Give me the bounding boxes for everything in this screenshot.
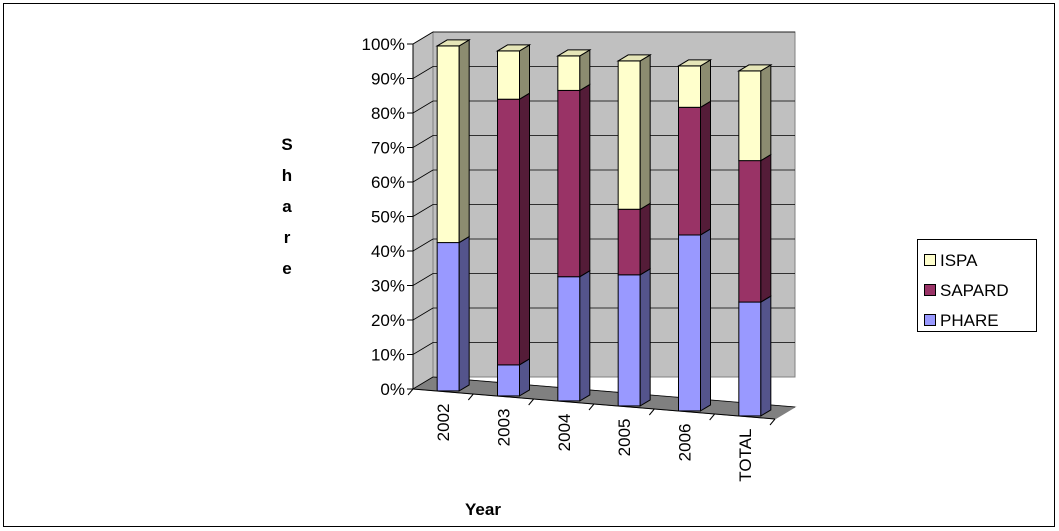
x-tick — [648, 408, 655, 416]
bar-ispa-2005 — [617, 60, 641, 210]
gridline-side — [412, 31, 434, 45]
bar-ispa-2004-side — [579, 49, 591, 92]
bar-phare-2004 — [557, 276, 581, 402]
bar-sapard-2006-side — [700, 100, 711, 236]
bar-phare-2005 — [617, 274, 641, 407]
bar-ispa-2006 — [678, 65, 701, 108]
bar-ispa-2004 — [557, 55, 581, 91]
gridlines — [412, 31, 796, 408]
bar-ispa-2006-side — [700, 59, 711, 109]
legend-swatch-phare — [924, 314, 936, 326]
y-tick-label: 50% — [371, 208, 405, 227]
bar-ispa-2002-side — [458, 39, 470, 244]
x-tick-label: 2004 — [555, 414, 574, 452]
legend: ISPA SAPARD PHARE — [917, 239, 1037, 332]
x-tick — [769, 418, 776, 426]
bar-sapard-2003 — [497, 98, 520, 366]
gridline-side — [412, 238, 434, 252]
bar-top-2004 — [556, 49, 592, 57]
legend-swatch-sapard — [924, 284, 936, 296]
y-tick-label: 80% — [371, 104, 405, 123]
x-tick — [709, 413, 716, 421]
bar-ispa-2003-side — [519, 44, 530, 101]
bar-sapard-total-side — [760, 153, 772, 303]
y-tick-label: 0% — [380, 380, 405, 399]
legend-label-ispa: ISPA — [940, 251, 978, 270]
x-axis: 2002 2003 2004 2005 2006 TOTAL — [407, 388, 776, 482]
bar-top-2003 — [495, 44, 532, 52]
x-tick — [528, 398, 535, 406]
y-tick-label: 90% — [371, 70, 405, 89]
x-tick — [588, 403, 595, 411]
gridline-side — [412, 307, 434, 321]
gridline-side — [412, 204, 434, 217]
bar-top-2005 — [616, 54, 652, 62]
legend-box — [917, 239, 1037, 332]
bar-ispa-2003 — [497, 50, 520, 100]
x-tick-label: TOTAL — [736, 429, 755, 482]
bar-phare-2002-side — [458, 235, 470, 392]
bar-ispa-2005-side — [639, 54, 651, 211]
bar-phare-2003 — [497, 364, 520, 397]
gridline-side — [412, 100, 434, 114]
bar-ispa-2002 — [436, 45, 460, 244]
bar-sapard-2006 — [678, 106, 701, 236]
gridline-side — [412, 342, 434, 355]
bar-ispa-total-side — [760, 64, 772, 162]
y-tick-label: 40% — [371, 242, 405, 261]
x-tick-label: 2006 — [676, 424, 695, 462]
bar-sapard-total — [738, 160, 762, 303]
y-axis: 0% 10% 20% 30% 40% 50% 60% 70% 80% 90% 100% — [362, 35, 414, 399]
y-tick-label: 20% — [371, 311, 405, 330]
bar-top-2006 — [676, 59, 713, 67]
x-tick-label: 2005 — [615, 419, 634, 457]
x-axis-title: Year — [465, 500, 501, 519]
x-tick-label: 2003 — [495, 409, 514, 447]
legend-swatch-ispa — [924, 254, 936, 266]
y-tick-label: 60% — [371, 173, 405, 192]
gridline-side — [412, 66, 434, 79]
legend-label-sapard: SAPARD — [940, 281, 1009, 300]
y-tick-label: 70% — [371, 139, 405, 158]
bar-sapard-2005-side — [639, 202, 651, 276]
bar-sapard-2005 — [617, 208, 641, 276]
bar-phare-2006 — [678, 234, 701, 412]
bar-phare-2006-side — [700, 228, 711, 412]
bar-sapard-2004 — [557, 89, 581, 278]
gridline-side — [412, 169, 434, 183]
bar-phare-total — [738, 301, 762, 417]
gridline-side — [412, 135, 434, 148]
bar-sapard-2003-side — [519, 92, 530, 366]
gridline — [432, 376, 796, 408]
y-tick-label: 10% — [371, 346, 405, 365]
bar-top-2002 — [435, 39, 471, 47]
bar-sapard-2004-side — [579, 83, 591, 278]
bar-top-total — [737, 64, 773, 72]
x-tick — [407, 388, 414, 396]
x-tick — [467, 393, 474, 401]
bar-phare-2002 — [436, 242, 460, 392]
y-tick-label: 30% — [371, 277, 405, 296]
plot-walls — [411, 31, 797, 420]
bar-phare-2005-side — [639, 267, 651, 407]
bar-phare-total-side — [760, 295, 772, 417]
x-tick-label: 2002 — [434, 404, 453, 442]
y-tick-label: 100% — [362, 35, 405, 54]
bars — [435, 39, 773, 417]
gridline-side — [412, 376, 434, 390]
bar-ispa-total — [738, 70, 762, 162]
gridline-side — [412, 273, 434, 286]
legend-label-phare: PHARE — [940, 311, 999, 330]
bar-phare-2004-side — [579, 269, 591, 402]
